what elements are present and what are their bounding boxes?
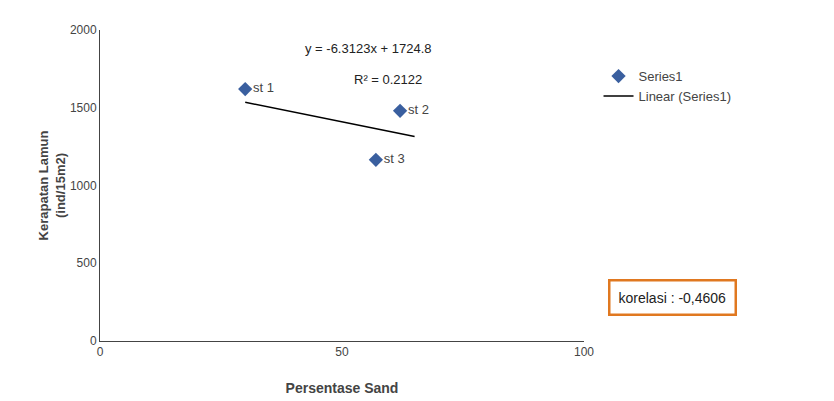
svg-text:Kerapatan Lamun(ind/15m2): Kerapatan Lamun(ind/15m2) <box>36 131 68 241</box>
svg-text:Linear (Series1): Linear (Series1) <box>639 89 732 104</box>
svg-text:st 2: st 2 <box>408 102 429 117</box>
svg-text:R² = 0.2122: R² = 0.2122 <box>354 72 422 87</box>
svg-text:Series1: Series1 <box>639 69 683 84</box>
svg-text:1500: 1500 <box>70 101 97 115</box>
svg-text:2000: 2000 <box>70 23 97 37</box>
svg-text:0: 0 <box>97 345 104 359</box>
svg-text:100: 100 <box>574 345 594 359</box>
svg-text:Persentase Sand: Persentase Sand <box>286 380 399 396</box>
svg-text:st 3: st 3 <box>384 151 405 166</box>
svg-text:0: 0 <box>90 334 97 348</box>
svg-text:korelasi : -0,4606: korelasi : -0,4606 <box>619 290 727 306</box>
svg-text:y = -6.3123x + 1724.8: y = -6.3123x + 1724.8 <box>305 41 431 56</box>
svg-text:500: 500 <box>77 256 97 270</box>
svg-text:50: 50 <box>335 345 349 359</box>
svg-text:st 1: st 1 <box>253 80 274 95</box>
svg-text:1000: 1000 <box>70 179 97 193</box>
